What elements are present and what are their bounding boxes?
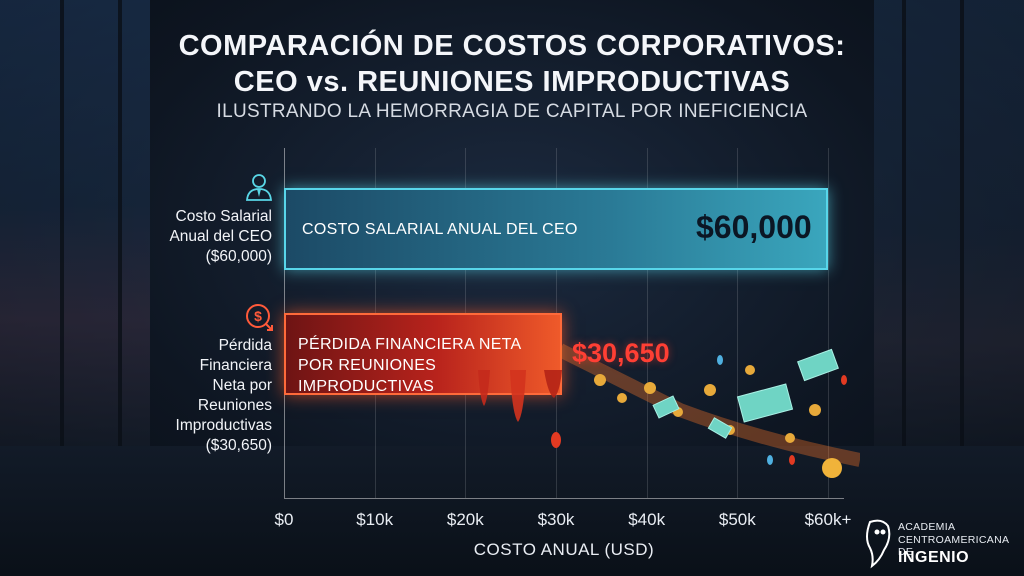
background-floor [0,446,1024,576]
category-label-line: ($60,000) [205,248,272,265]
businessman-icon [246,174,272,201]
x-tick-label: $20k [446,510,484,529]
gridline [828,148,829,498]
x-tick-label: $10k [356,510,394,529]
bar-label-ceo: COSTO SALARIAL ANUAL DEL CEO [302,221,578,238]
chart-title-line2: CEO vs. REUNIONES IMPRODUCTIVAS [233,66,791,98]
category-label-line: Anual del CEO [169,228,272,245]
academy-logo [866,519,891,569]
chart-subtitle: ILUSTRANDO LA HEMORRAGIA DE CAPITAL POR … [216,101,808,122]
category-label-line: ($30,650) [205,437,272,454]
category-label-line: Improductivas [175,417,272,434]
background-window-left [0,0,150,456]
logo-text-line2: CENTROAMERICANA DE [898,534,1009,558]
category-label-line: Neta por [212,377,272,394]
bar-label-loss: PÉRDIDA FINANCIERA NETA POR REUNIONES IM… [298,336,521,395]
blood-drip-decoration [478,370,562,448]
chart-title-line1: COMPARACIÓN DE COSTOS CORPORATIVOS: [178,30,846,62]
x-tick-label: $0 [274,510,294,529]
gridline [646,148,648,498]
bar-ceo-salary [284,188,828,270]
category-label-line: Costo Salarial [175,208,273,225]
window-mullion [902,0,906,456]
logo-text-line1: ACADEMIA [898,521,956,533]
x-tick-label: $60k+ [804,510,852,529]
window-mullion [118,0,122,456]
category-label-loss: Pérdida Financiera Neta por Reuniones Im… [132,336,272,456]
money-loss-icon: $ [246,304,273,331]
data-label-ceo: $60,000 [696,209,812,245]
x-tick-label: $30k [537,510,575,529]
chart-title: COMPARACIÓN DE COSTOS CORPORATIVOS: CEO … [0,28,1024,100]
x-tick-label: $40k [628,510,666,529]
logo-text-line3: INGENIO [898,549,970,566]
x-tick-label: $50k [718,510,756,529]
window-mullion [60,0,64,456]
category-label-line: Pérdida [218,337,272,354]
category-label-line: Financiera [199,357,272,374]
x-axis-line [284,498,844,499]
background-window-right [874,0,1024,456]
scattered-money-decoration [560,343,860,478]
x-axis-title: COSTO ANUAL (USD) [473,540,655,559]
window-mullion [960,0,964,456]
category-label-ceo: Costo Salarial Anual del CEO ($60,000) [132,207,272,267]
data-label-loss: $30,650 [572,338,670,368]
svg-text:$: $ [254,308,262,324]
category-label-line: Reuniones [197,397,272,414]
gridline [737,148,739,498]
